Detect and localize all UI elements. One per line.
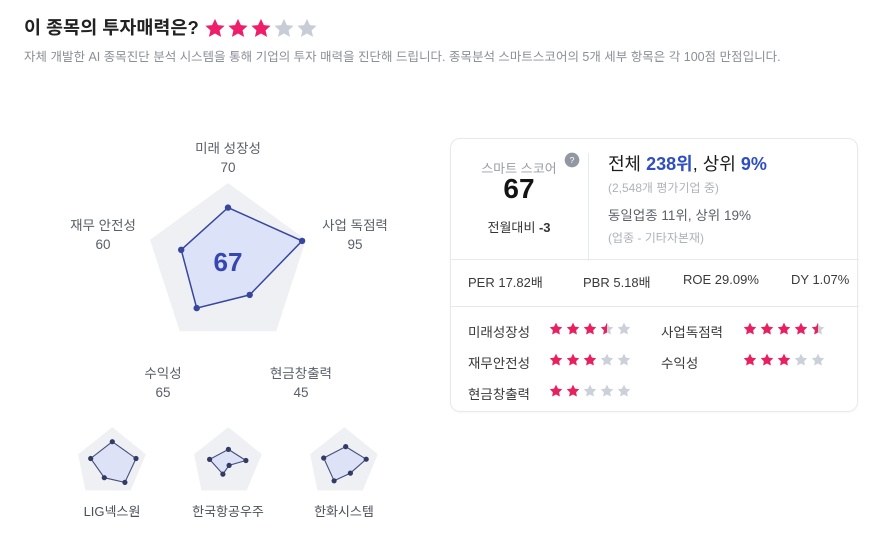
svg-text:한국항공우주: 한국항공우주 <box>192 504 264 519</box>
svg-text:한화시스템: 한화시스템 <box>314 504 374 519</box>
svg-text:67: 67 <box>214 247 243 277</box>
svg-text:미래 성장성: 미래 성장성 <box>195 141 261 156</box>
svg-text:현금창출력: 현금창출력 <box>270 366 332 381</box>
svg-text:70: 70 <box>220 160 235 175</box>
svg-text:사업 독점력: 사업 독점력 <box>322 218 388 233</box>
svg-text:재무 안전성: 재무 안전성 <box>70 218 136 233</box>
svg-text:95: 95 <box>347 237 362 252</box>
svg-text:65: 65 <box>155 385 170 400</box>
svg-text:?: ? <box>570 155 575 165</box>
svg-text:60: 60 <box>95 237 110 252</box>
svg-text:45: 45 <box>293 385 308 400</box>
svg-text:수익성: 수익성 <box>144 366 181 381</box>
svg-text:LIG넥스원: LIG넥스원 <box>84 504 141 519</box>
